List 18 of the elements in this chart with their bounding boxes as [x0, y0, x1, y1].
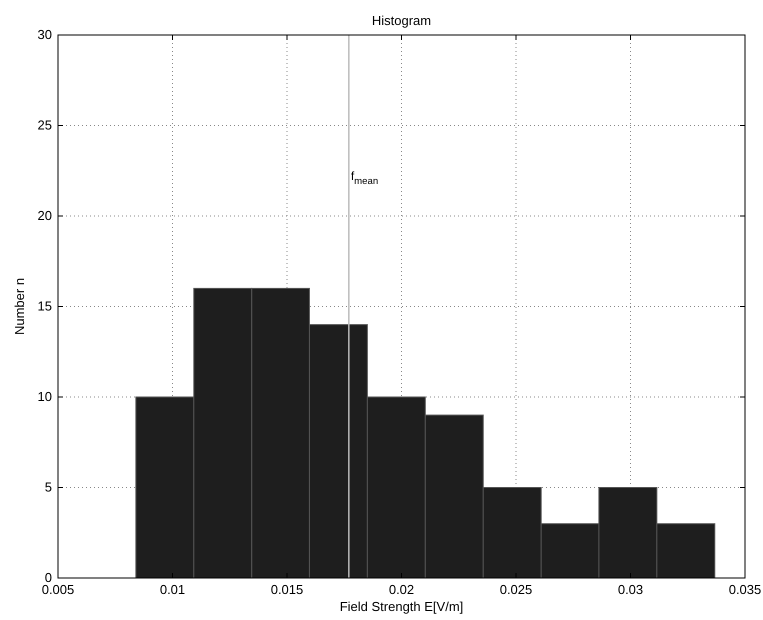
- y-axis-title: Number n: [12, 278, 27, 336]
- y-tick-label: 15: [38, 298, 52, 314]
- x-tick-label: 0.025: [500, 582, 532, 597]
- x-tick-label: 0.02: [388, 582, 414, 597]
- y-tick-label: 20: [38, 208, 52, 223]
- y-tick-label: 10: [38, 389, 52, 404]
- ref-line-label: f$_{mean}$: [350, 168, 378, 186]
- x-tick-label: 0.015: [270, 582, 304, 597]
- x-tick-label: 0.01: [160, 582, 186, 597]
- y-tick-label: 25: [38, 118, 52, 132]
- y-tick-label: 30: [38, 27, 52, 42]
- x-axis-title: Field Strength E[V/m]: [340, 599, 464, 614]
- x-tick-label: 0.035: [728, 582, 762, 597]
- x-tick-label: 0.03: [618, 582, 644, 597]
- y-tick-label: 5: [44, 480, 52, 494]
- y-tick-label: 0: [44, 570, 52, 585]
- chart-title: Histogram: [372, 13, 432, 28]
- x-tick-label: 0.005: [42, 582, 74, 597]
